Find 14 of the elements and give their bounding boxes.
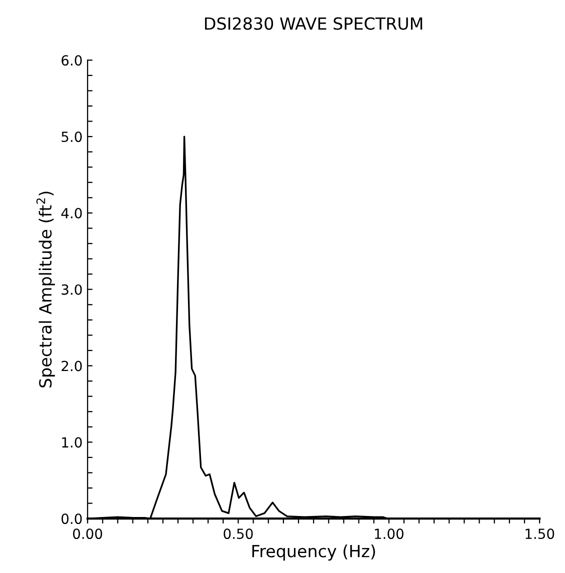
- y-axis-title: Spectral Amplitude (ft$^{2}$): [36, 192, 55, 388]
- y-tick-label: 4.0: [61, 208, 82, 218]
- x-tick-label: 0.50: [224, 528, 253, 540]
- x-axis-title: Frequency (Hz): [252, 544, 375, 561]
- chart-title: DSI2830 WAVE SPECTRUM: [205, 17, 422, 30]
- y-tick-label: 6.0: [62, 55, 82, 66]
- y-tick-label: 1.0: [62, 437, 82, 448]
- y-tick-label: 5.0: [62, 132, 82, 142]
- x-tick-label: 1.50: [526, 528, 554, 540]
- y-tick-label: 2.0: [62, 360, 82, 372]
- y-tick-label: 0.0: [62, 514, 82, 524]
- y-tick-label: 3.0: [62, 284, 82, 295]
- x-tick-label: 0.00: [73, 528, 102, 540]
- x-tick-label: 1.00: [374, 528, 404, 540]
